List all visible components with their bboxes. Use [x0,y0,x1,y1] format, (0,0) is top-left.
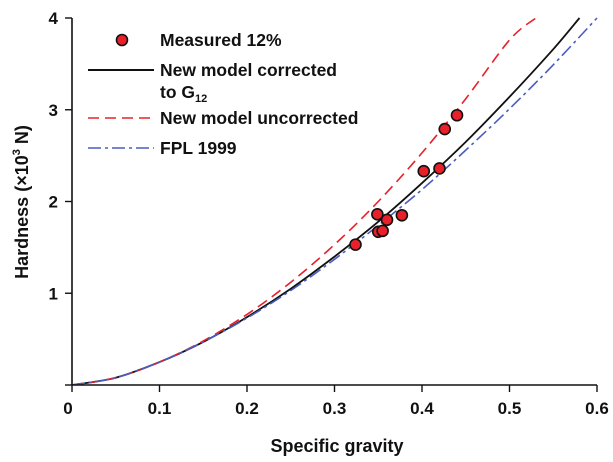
x-tick-label-4: 0.4 [410,399,434,418]
x-axis-title: Specific gravity [270,436,403,456]
data-point-2 [371,208,384,221]
y-axis-title-unit: N) [12,125,32,149]
x-tick-label-2: 0.2 [235,399,259,418]
y-tick-label-4: 4 [49,9,59,28]
x-tick-label-6: 0.6 [585,399,609,418]
data-point-4 [376,224,389,238]
data-point-10 [450,108,464,122]
x-tick-label-0: 0 [63,399,72,418]
x-tick-label-3: 0.3 [323,399,347,418]
legend-label-corrected-2: to G12 [160,82,207,105]
y-tick-label-1: 1 [49,284,58,303]
data-point-6 [395,208,409,222]
y-axis-title: Hardness (×103 N) [11,125,32,279]
data-point-8 [433,162,446,175]
x-tick-label-5: 0.5 [498,399,522,418]
legend-label-uncorrected-1: New model uncorrected [160,108,358,128]
data-point-7 [417,164,431,178]
legend-label-corrected-1: New model corrected [160,60,337,80]
axes [65,17,598,392]
legend-swatch-measured [115,33,129,47]
y-axis-title-main: Hardness (×10 [12,155,32,279]
legend-subscript-corrected: 12 [195,93,207,105]
x-tick-label-1: 0.1 [148,399,172,418]
data-point-5 [380,213,394,227]
legend-label-fpl-1: FPL 1999 [160,138,237,158]
data-point-1 [349,238,362,251]
points-layer [349,108,464,251]
y-axis-title-superscript: 3 [11,149,23,155]
curve-fpl [72,17,598,385]
legend-label-measured-1: Measured 12% [160,30,282,50]
data-point-9 [438,122,452,136]
y-tick-label-2: 2 [49,193,58,212]
curves-layer [72,17,598,385]
y-tick-label-3: 3 [49,101,58,120]
